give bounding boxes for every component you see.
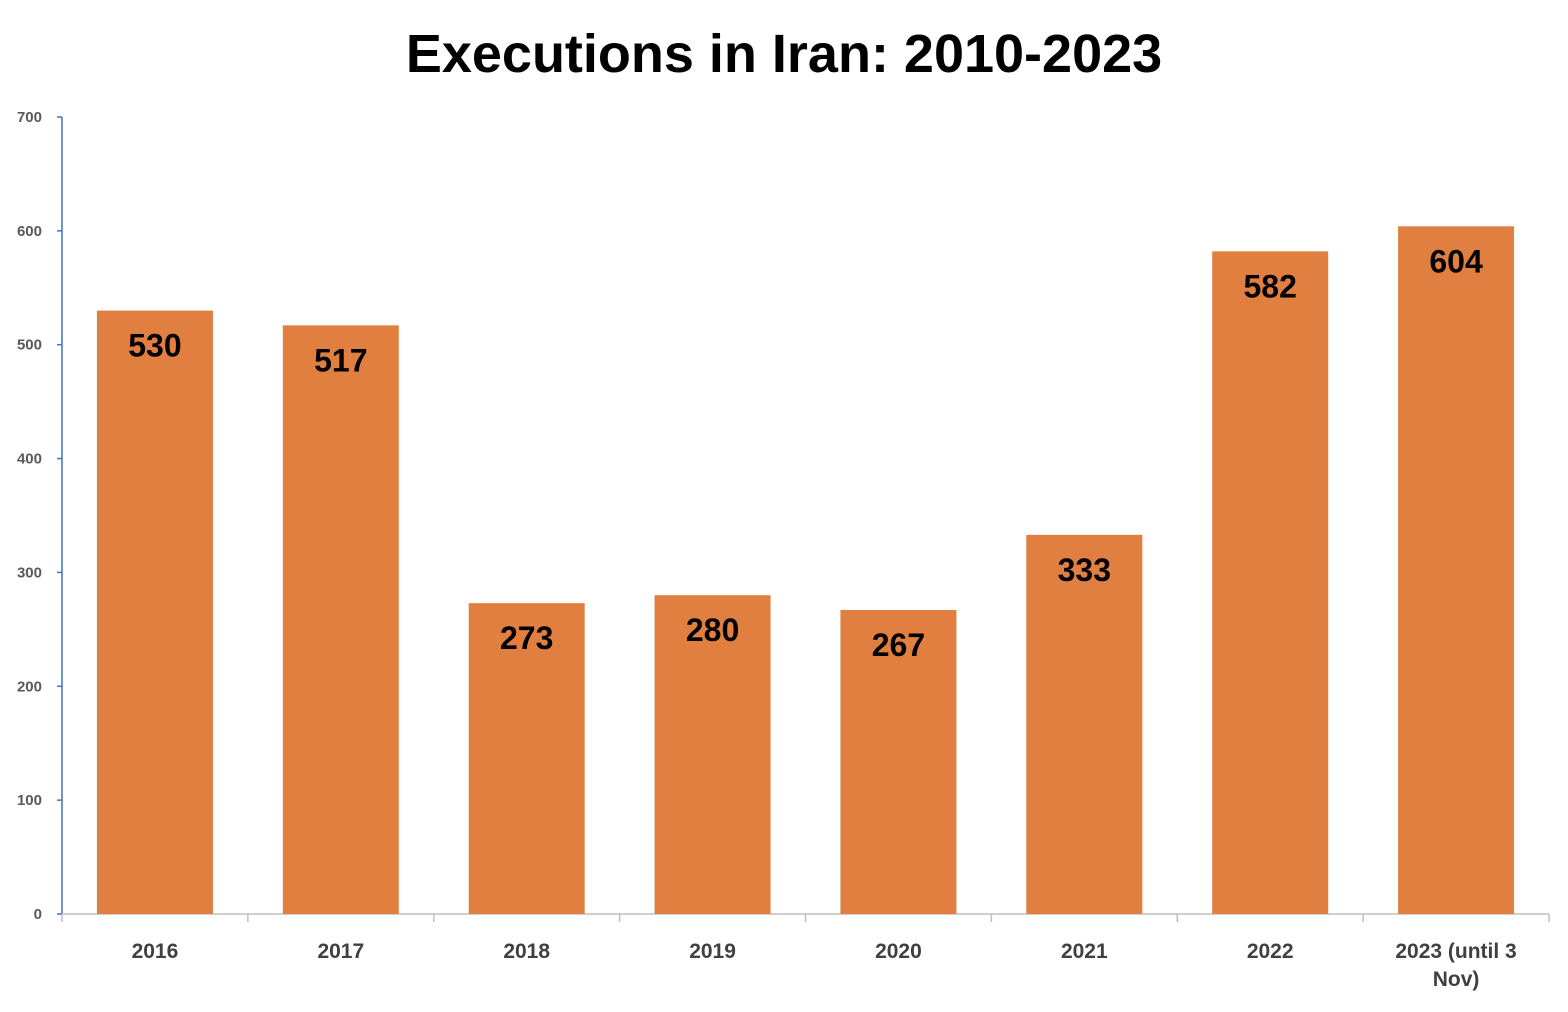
y-tick-label: 500 [17,337,42,354]
x-tick-label: 2023 (until 3 Nov) [1395,940,1516,991]
chart-title: Executions in Iran: 2010-2023 [405,24,1163,84]
bar [1212,251,1329,914]
y-tick-label: 200 [17,678,42,695]
y-tick-label: 600 [17,223,42,240]
y-tick-label: 0 [34,906,42,923]
x-tick-label: 2018 [503,940,550,963]
bars [96,226,1515,914]
x-tick-label: 2019 [689,940,736,963]
bar [1398,226,1515,914]
y-tick-label: 100 [17,792,42,809]
data-label: 517 [314,342,367,378]
data-label: 280 [686,612,739,648]
data-label: 273 [500,620,553,656]
x-tick-label: 2017 [317,940,364,963]
data-label: 333 [1058,552,1111,588]
x-tick-label: 2022 [1247,940,1294,963]
bar [282,325,399,914]
y-tick-label: 300 [17,564,42,581]
data-label: 530 [128,328,181,364]
x-tick-label: 2020 [875,940,922,963]
y-tick-label: 700 [17,109,42,126]
bar [1026,534,1143,914]
x-tick-label: 2021 [1061,940,1108,963]
data-label: 582 [1243,268,1296,304]
bar [654,595,771,914]
bar [468,603,585,914]
y-axis: 0 100 200 300 400 500 600 700 [17,109,63,923]
x-axis: 2016 2017 2018 2019 2020 2021 2022 2023 (until … [61,913,1550,991]
bar [96,310,213,914]
data-labels: 530 517 273 280 267 333 582 604 [128,243,1483,663]
x-tick-label: 2016 [132,940,179,963]
data-label: 604 [1429,243,1483,279]
data-label: 267 [872,627,925,663]
bar [840,610,957,914]
y-tick-label: 400 [17,451,42,468]
